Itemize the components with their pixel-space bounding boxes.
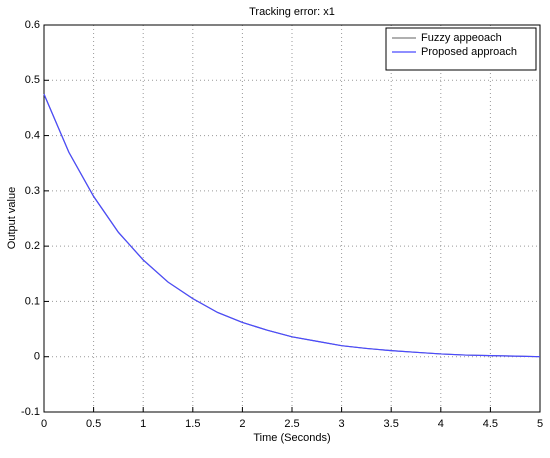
x-tick-label: 3 bbox=[339, 418, 345, 430]
y-tick-label: 0.5 bbox=[25, 74, 40, 86]
y-tick-label: 0.4 bbox=[25, 129, 40, 141]
x-tick-label: 0 bbox=[41, 418, 47, 430]
y-tick-label: 0 bbox=[34, 351, 40, 363]
y-tick-label: 0.3 bbox=[25, 185, 40, 197]
x-tick-label: 2 bbox=[239, 418, 245, 430]
y-tick-label: 0.1 bbox=[25, 295, 40, 307]
legend-box bbox=[385, 27, 537, 71]
x-axis-label: Time (Seconds) bbox=[253, 432, 330, 444]
chart-title: Tracking error: x1 bbox=[249, 6, 335, 18]
x-tick-label: 3.5 bbox=[384, 418, 399, 430]
legend-label: Fuzzy appeoach bbox=[421, 32, 502, 44]
y-tick-label: 0.2 bbox=[25, 240, 40, 252]
y-tick-label: 0.6 bbox=[25, 19, 40, 31]
x-tick-label: 1 bbox=[140, 418, 146, 430]
x-tick-label: 5 bbox=[537, 418, 543, 430]
x-tick-label: 1.5 bbox=[185, 418, 200, 430]
axes-box bbox=[43, 24, 541, 413]
x-tick-label: 0.5 bbox=[86, 418, 101, 430]
y-axis-label: Output value bbox=[6, 187, 18, 249]
x-tick-label: 2.5 bbox=[284, 418, 299, 430]
legend-label: Proposed approach bbox=[421, 46, 517, 58]
y-tick-label: -0.1 bbox=[21, 406, 40, 418]
x-tick-label: 4.5 bbox=[483, 418, 498, 430]
data-line bbox=[43, 93, 541, 358]
x-tick-label: 4 bbox=[438, 418, 444, 430]
